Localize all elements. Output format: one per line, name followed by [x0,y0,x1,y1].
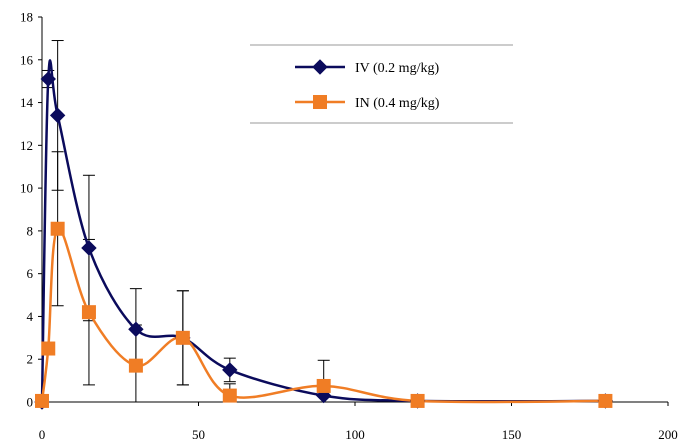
data-point-iv [81,240,97,256]
x-tick-label: 100 [345,427,365,442]
data-point-in [598,393,613,408]
legend-marker-iv [312,59,328,75]
data-point-iv [222,362,238,378]
data-point-iv [40,71,56,87]
legend: IV (0.2 mg/kg) IN (0.4 mg/kg) [250,44,513,124]
y-tick-label: 8 [27,223,34,238]
x-tick-label: 50 [192,427,205,442]
data-point-iv [49,107,66,124]
x-tick-label: 0 [39,427,46,442]
data-point-in [175,330,190,345]
legend-marker-in [313,95,327,109]
axes [38,16,669,406]
data-point-in [316,378,331,393]
y-tick-label: 0 [27,395,34,410]
data-point-in [35,393,49,408]
legend-label-in: IN (0.4 mg/kg) [355,96,440,111]
series-line-in [40,227,606,404]
tick-labels: 0 2 4 6 8 10 12 14 16 18 0 50 100 150 200 [20,10,678,443]
x-tick-label: 150 [502,427,522,442]
y-tick-label: 4 [27,309,34,324]
error-bars [42,40,330,403]
series-lines [40,59,606,404]
y-tick-label: 16 [20,52,34,67]
data-point-in [50,221,65,236]
series-markers [34,71,614,410]
data-point-in [128,358,143,373]
y-tick-label: 12 [20,138,33,153]
legend-label-iv: IV (0.2 mg/kg) [355,61,439,76]
y-tick-label: 18 [20,10,33,25]
y-tick-label: 6 [27,266,34,281]
data-point-in [410,393,425,408]
data-point-iv [128,321,144,337]
y-tick-label: 14 [20,95,34,110]
data-point-in [222,388,237,403]
data-point-in [41,341,56,356]
x-tick-label: 200 [658,427,678,442]
series-line-iv [40,59,606,403]
y-tick-label: 10 [20,181,33,196]
data-point-in [81,305,96,320]
y-tick-label: 2 [27,352,34,367]
